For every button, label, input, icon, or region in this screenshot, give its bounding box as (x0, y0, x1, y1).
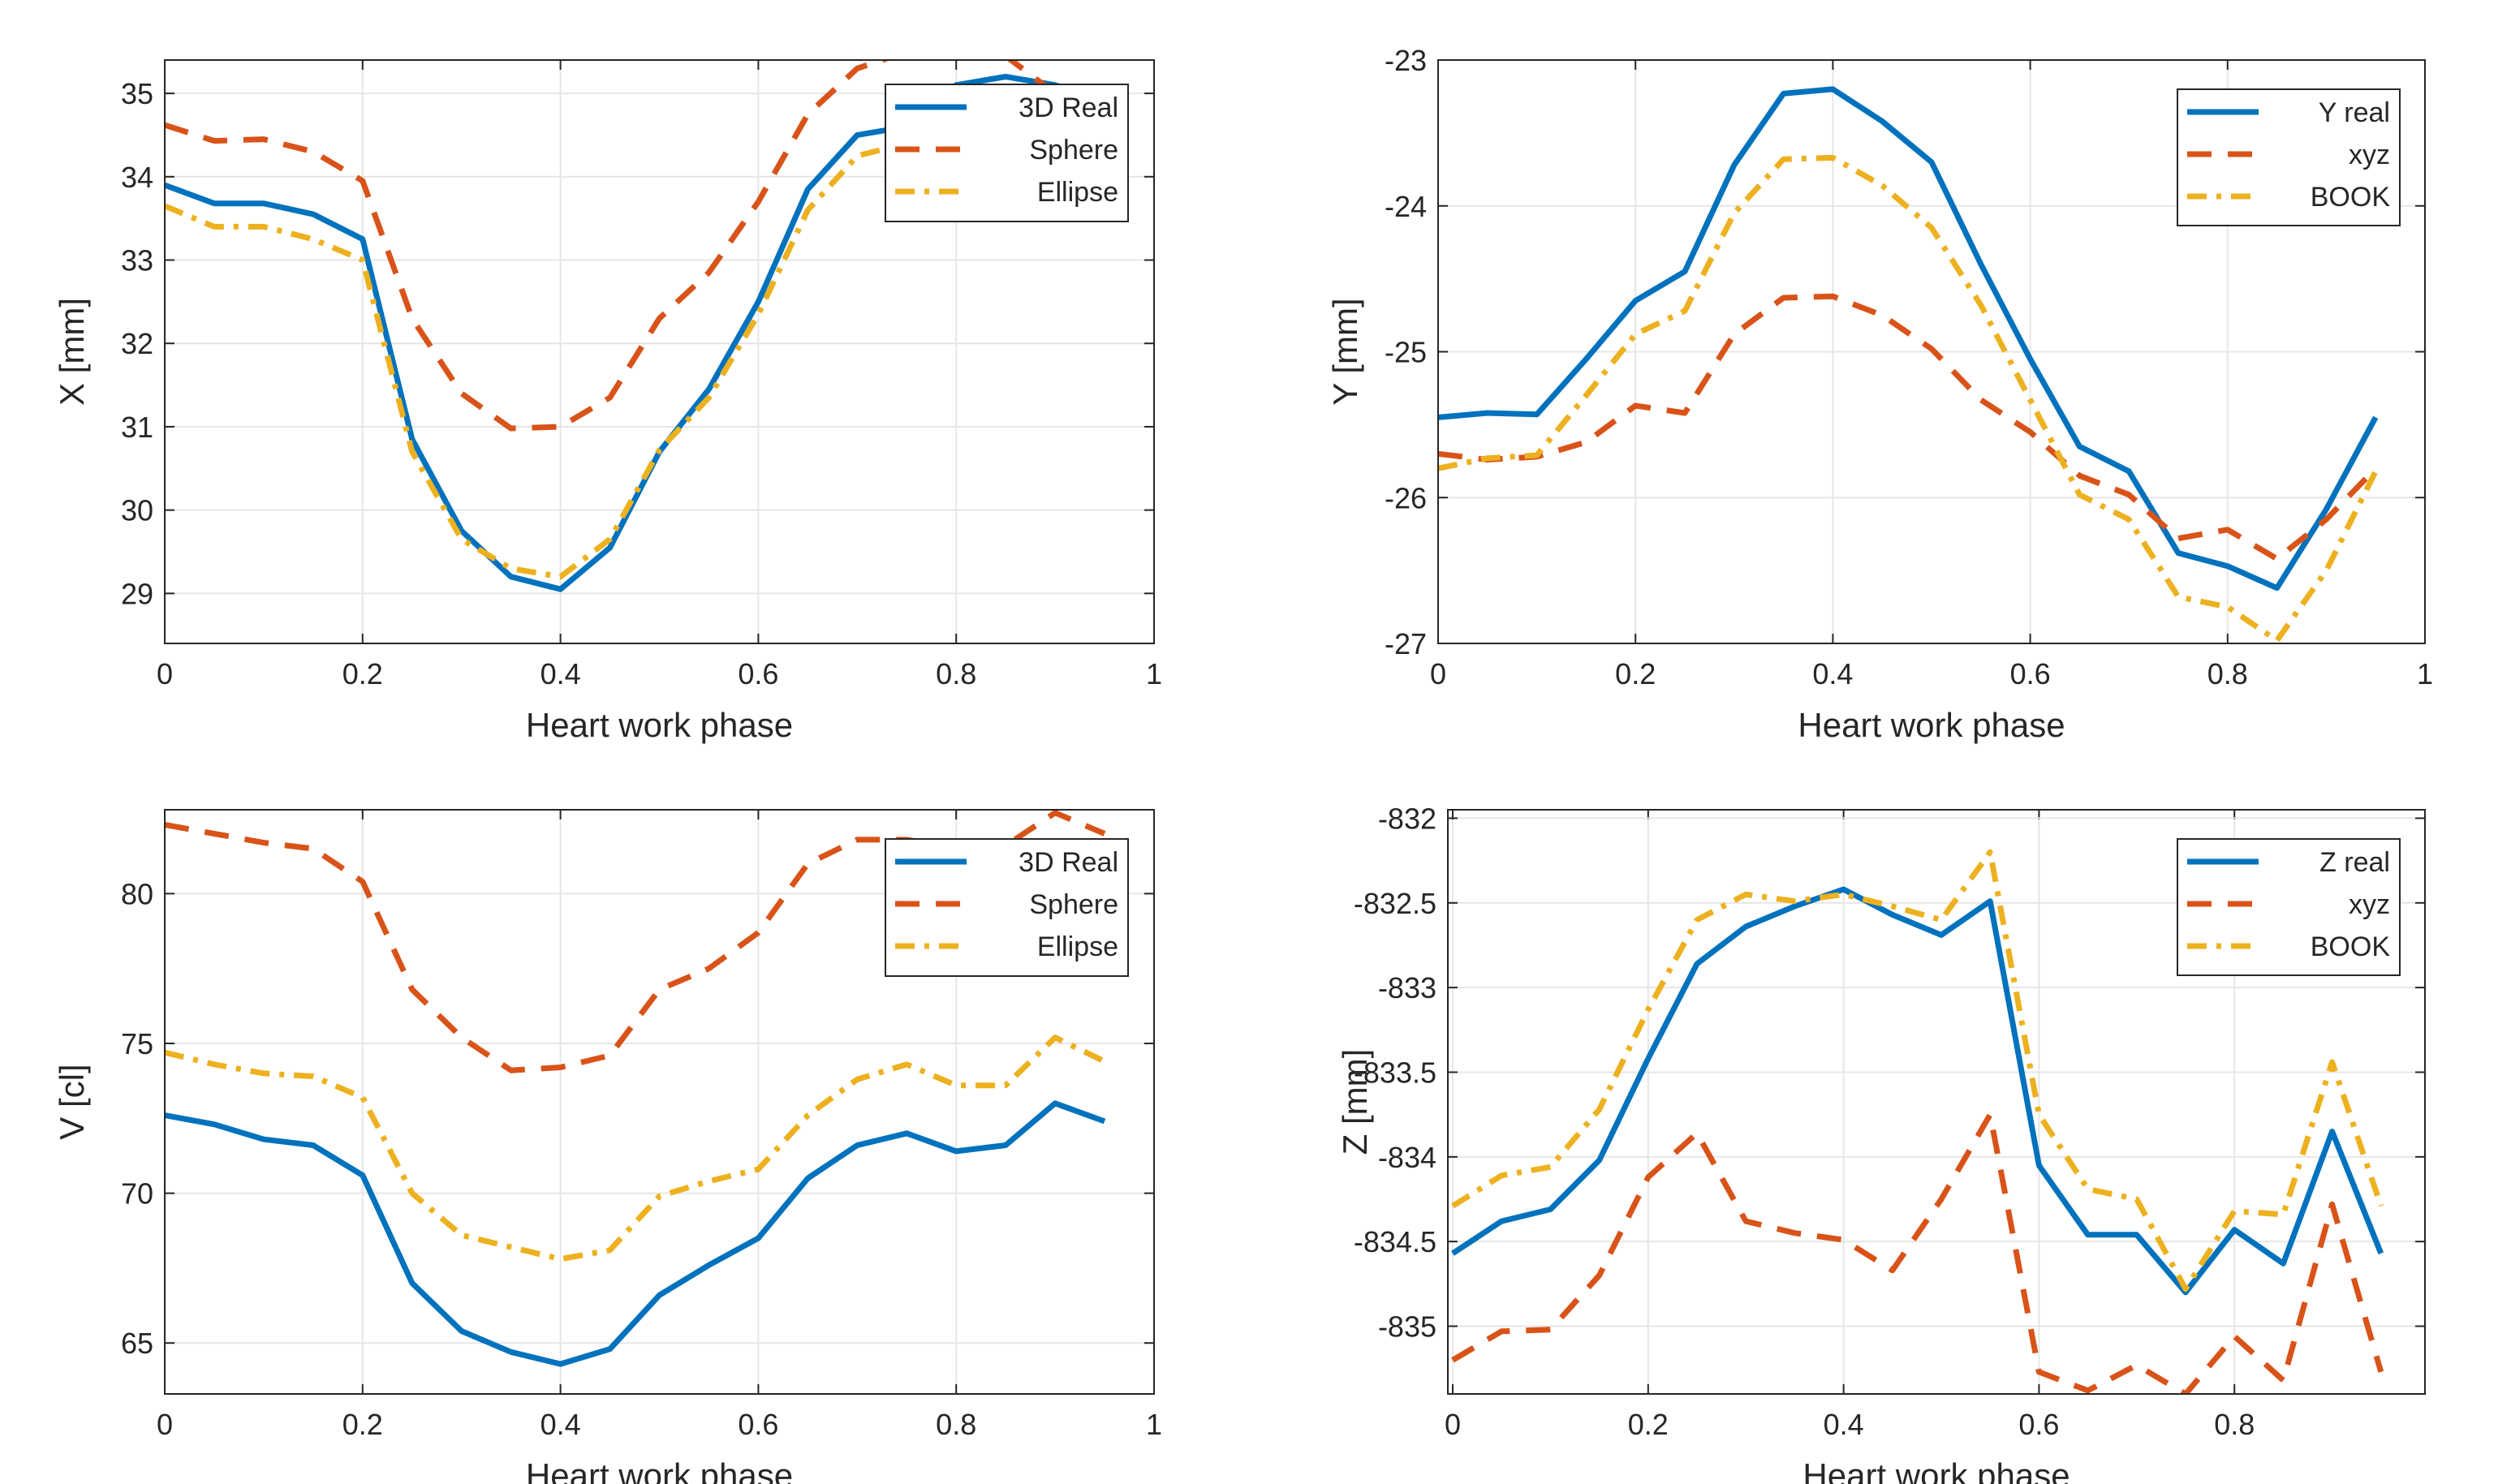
legend-label: Y real (2319, 97, 2390, 128)
y-tick-label: -835 (1378, 1310, 1436, 1344)
x-tick-label: 0.4 (541, 1408, 581, 1441)
x-tick-label: 0.6 (738, 657, 778, 690)
legend: 3D Real Sphere Ellipse (885, 84, 1129, 222)
x-tick-label: 0.8 (936, 657, 976, 690)
y-tick-label: 30 (121, 494, 153, 527)
x-tick-label: 0 (1430, 657, 1446, 690)
panel-1: 0 0.2 0.4 0.6 0.8 1 29 30 31 32 33 34 35 Heart work p… (53, 59, 1162, 744)
series-line-z-real (1451, 886, 2384, 1296)
x-tick-label: 0.2 (1628, 1408, 1669, 1441)
y-axis-label: Y [mm] (1326, 298, 1364, 405)
y-tick-label: 34 (121, 161, 153, 194)
y-tick-label: 70 (121, 1177, 153, 1211)
y-tick-label: 29 (121, 577, 153, 610)
series-line-xyz (1438, 293, 2378, 562)
series-line-sphere (165, 60, 1106, 432)
y-tick-label: -834.5 (1354, 1225, 1436, 1258)
series-line-3d-real (165, 1100, 1106, 1367)
x-tick-label: 0 (157, 1408, 173, 1441)
y-tick-label: 33 (121, 244, 153, 277)
axes-box (1447, 809, 2426, 1395)
x-tick-label: 0.2 (1615, 657, 1656, 690)
legend-label: xyz (2349, 140, 2390, 170)
y-tick-label: -833.5 (1354, 1056, 1436, 1089)
series-line-ellipse (165, 1034, 1106, 1262)
x-tick-label: 0.2 (342, 1408, 383, 1441)
panel-3: 0 0.2 0.4 0.6 0.8 1 65 70 75 80 Heart work phase V … (53, 809, 1162, 1484)
y-tick-label: -25 (1385, 336, 1427, 369)
y-tick-label: -832 (1378, 802, 1436, 835)
y-tick-label: -833 (1378, 971, 1436, 1004)
y-tick-label: 35 (121, 77, 153, 110)
y-tick-label: -834 (1378, 1141, 1436, 1174)
y-tick-label: 75 (121, 1027, 153, 1060)
y-tick-label: -26 (1385, 481, 1427, 514)
axes-box (164, 809, 1155, 1395)
x-tick-label: 0 (157, 657, 173, 690)
series-line-book (1438, 154, 2379, 643)
y-tick-label: 65 (121, 1327, 153, 1360)
y-axis-label: X [mm] (53, 298, 91, 406)
y-tick-label: 80 (121, 877, 153, 910)
legend-label: Ellipse (1037, 931, 1118, 962)
x-axis-label: Heart work phase (526, 1456, 793, 1484)
x-tick-label: 1 (1146, 657, 1162, 690)
legend-label: Sphere (1029, 889, 1118, 920)
x-tick-label: 0.6 (2018, 1408, 2059, 1441)
panel-4: 0 0.2 0.4 0.6 0.8 -835 -834.5 -834 -833.5 -833 -83… (1336, 802, 2426, 1484)
legend-label: Ellipse (1037, 177, 1118, 208)
x-tick-label: 0.6 (2010, 657, 2051, 690)
x-tick-label: 0.4 (1824, 1408, 1864, 1441)
legend: Z real xyz BOOK (2177, 838, 2401, 976)
y-tick-label: -832.5 (1354, 887, 1436, 920)
x-axis-label: Heart work phase (1802, 1456, 2070, 1484)
legend-label: xyz (2349, 889, 2390, 920)
series-line-book (1451, 849, 2384, 1293)
axes-box (164, 59, 1155, 644)
x-axis-label: Heart work phase (526, 706, 793, 744)
x-tick-label: 0.8 (2214, 1408, 2255, 1441)
y-axis-label: V [cl] (53, 1064, 91, 1139)
legend-label: 3D Real (1019, 847, 1118, 878)
series-line-xyz (1451, 1112, 2384, 1394)
legend: Y real xyz BOOK (2177, 88, 2401, 226)
x-axis-label: Heart work phase (1798, 706, 2065, 744)
x-tick-label: 0.4 (1812, 657, 1853, 690)
y-tick-label: 32 (121, 327, 153, 360)
x-tick-label: 1 (2417, 657, 2433, 690)
x-tick-label: 0.8 (936, 1408, 976, 1441)
y-tick-label: -27 (1385, 627, 1427, 660)
x-tick-label: 0.6 (738, 1408, 778, 1441)
y-tick-label: -23 (1385, 44, 1427, 77)
panel-2: 0 0.2 0.4 0.6 0.8 1 -27 -26 -25 -24 -23 Heart work … (1326, 44, 2433, 744)
legend-label: BOOK (2311, 182, 2391, 213)
legend-label: Sphere (1029, 135, 1118, 166)
axes-box (1437, 59, 2426, 644)
x-tick-label: 0.8 (2207, 657, 2248, 690)
x-tick-label: 0.2 (342, 657, 383, 690)
x-tick-label: 1 (1146, 1408, 1162, 1441)
legend-label: BOOK (2311, 931, 2391, 962)
legend-label: 3D Real (1019, 92, 1118, 123)
y-tick-label: 31 (121, 411, 153, 444)
y-axis-label: Z [mm] (1336, 1049, 1374, 1155)
x-tick-label: 0 (1445, 1408, 1461, 1441)
x-tick-label: 0.4 (541, 657, 581, 690)
series-line-y-real (1438, 86, 2379, 591)
y-tick-label: -24 (1385, 190, 1427, 223)
legend: 3D Real Sphere Ellipse (885, 838, 1129, 977)
legend-label: Z real (2319, 847, 2390, 878)
